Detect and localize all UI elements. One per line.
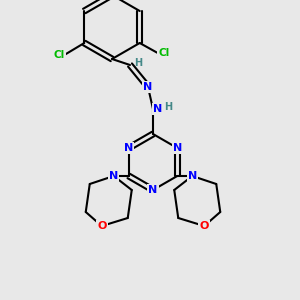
Text: H: H xyxy=(134,58,142,68)
Text: N: N xyxy=(188,171,197,181)
Text: N: N xyxy=(143,82,153,92)
Text: N: N xyxy=(172,143,182,153)
Text: Cl: Cl xyxy=(54,50,65,60)
Text: O: O xyxy=(200,221,209,231)
Text: Cl: Cl xyxy=(158,48,169,58)
Text: H: H xyxy=(164,102,172,112)
Text: N: N xyxy=(153,104,163,114)
Text: N: N xyxy=(109,171,119,181)
Text: N: N xyxy=(124,143,134,153)
Text: N: N xyxy=(148,185,158,195)
Text: O: O xyxy=(97,221,106,231)
